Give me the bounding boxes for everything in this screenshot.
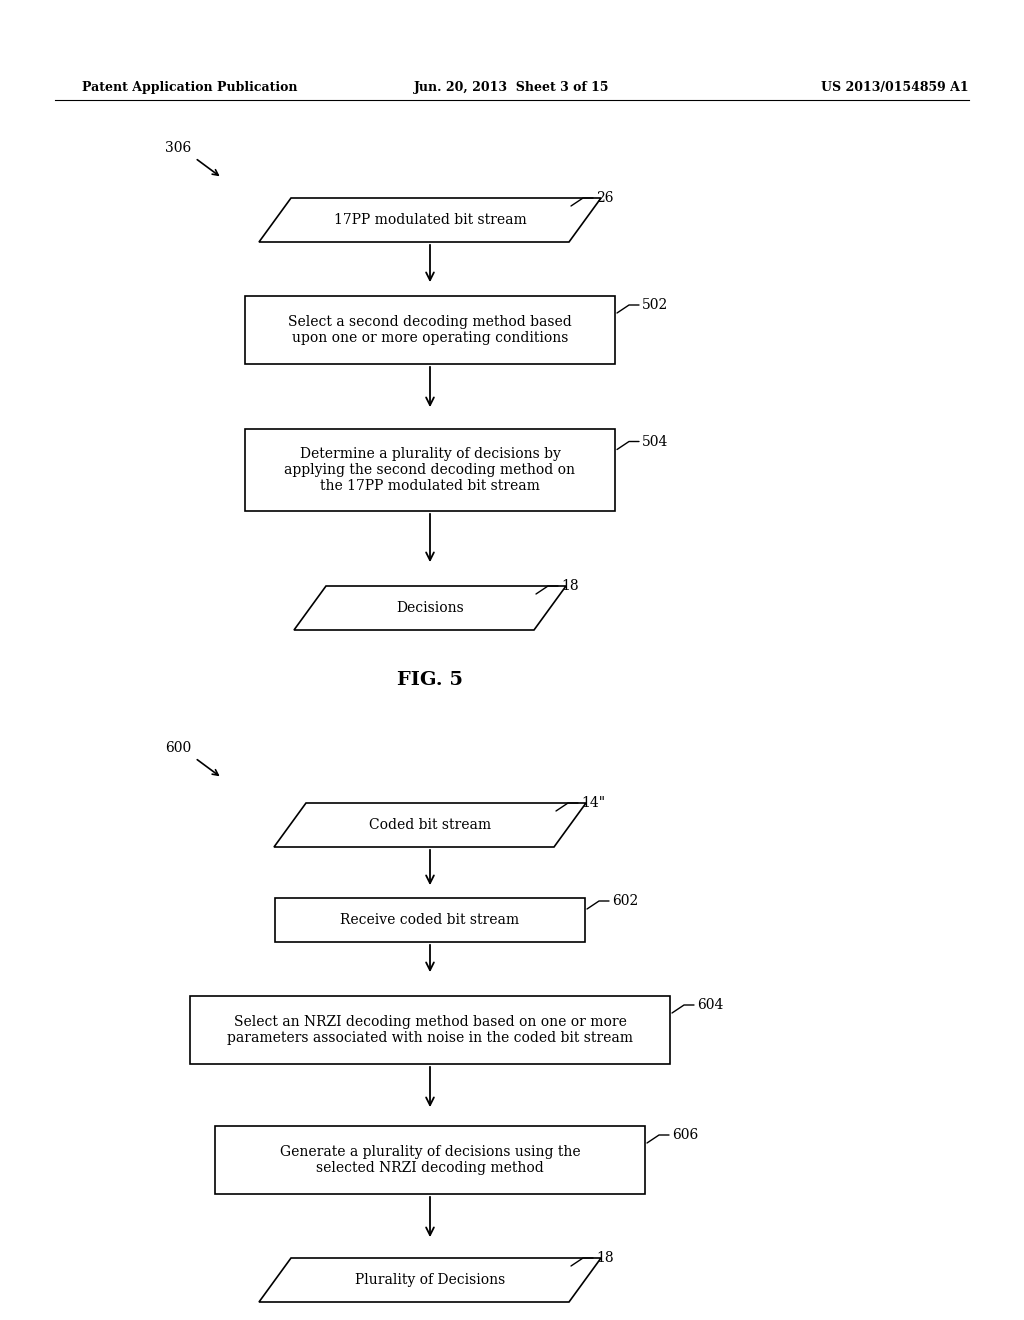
Text: 18: 18 [561,579,579,593]
FancyBboxPatch shape [275,898,585,942]
Text: Plurality of Decisions: Plurality of Decisions [355,1272,505,1287]
Text: Receive coded bit stream: Receive coded bit stream [340,913,519,927]
Text: FIG. 5: FIG. 5 [397,671,463,689]
Text: 14": 14" [581,796,605,810]
Text: Determine a plurality of decisions by
applying the second decoding method on
the: Determine a plurality of decisions by ap… [285,446,575,494]
FancyBboxPatch shape [215,1126,645,1195]
Text: 306: 306 [165,141,191,154]
Text: US 2013/0154859 A1: US 2013/0154859 A1 [821,82,969,95]
Text: Select a second decoding method based
upon one or more operating conditions: Select a second decoding method based up… [288,315,571,345]
Text: Patent Application Publication: Patent Application Publication [82,82,298,95]
FancyBboxPatch shape [245,429,615,511]
Text: 502: 502 [642,298,669,312]
Text: 600: 600 [165,741,191,755]
Text: 17PP modulated bit stream: 17PP modulated bit stream [334,213,526,227]
Text: Generate a plurality of decisions using the
selected NRZI decoding method: Generate a plurality of decisions using … [280,1144,581,1175]
Text: 604: 604 [697,998,723,1012]
Text: 504: 504 [642,434,669,449]
Polygon shape [259,198,601,242]
Text: Coded bit stream: Coded bit stream [369,818,492,832]
Text: 18: 18 [596,1251,613,1265]
Polygon shape [294,586,566,630]
Polygon shape [274,803,586,847]
Text: Select an NRZI decoding method based on one or more
parameters associated with n: Select an NRZI decoding method based on … [227,1015,633,1045]
Text: Decisions: Decisions [396,601,464,615]
FancyBboxPatch shape [190,997,670,1064]
Polygon shape [259,1258,601,1302]
FancyBboxPatch shape [245,296,615,364]
Text: Jun. 20, 2013  Sheet 3 of 15: Jun. 20, 2013 Sheet 3 of 15 [415,82,609,95]
Text: 602: 602 [612,894,638,908]
Text: 26: 26 [596,191,613,205]
Text: 606: 606 [672,1129,698,1142]
